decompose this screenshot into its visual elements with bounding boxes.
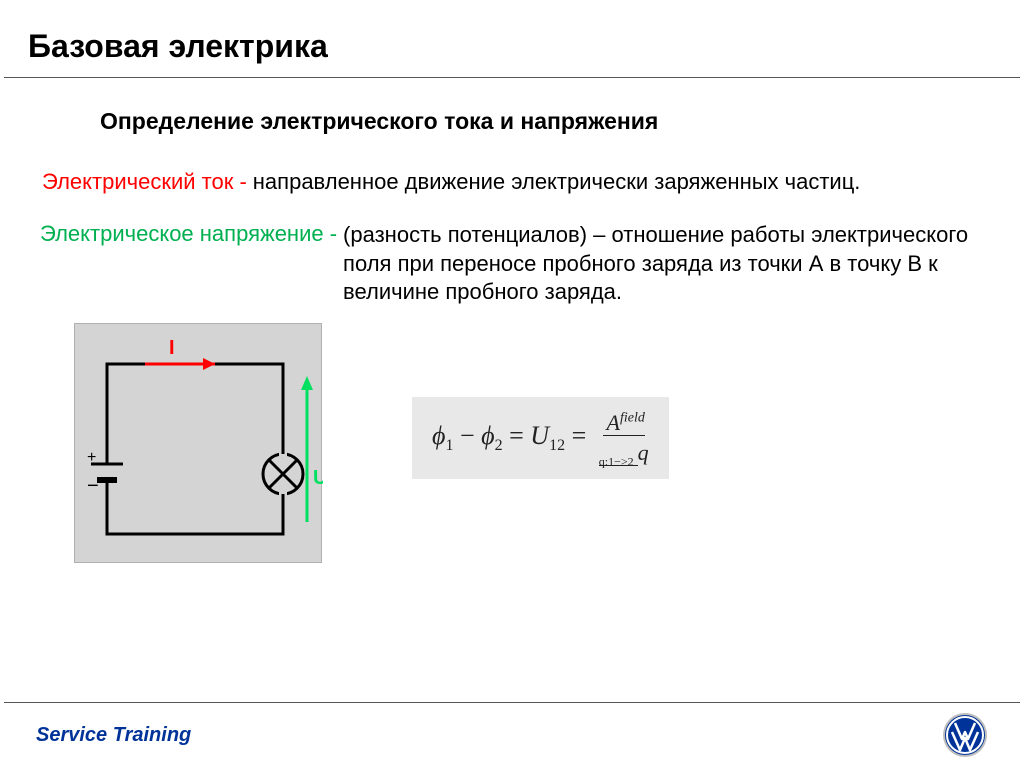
u12: U12 <box>530 421 565 450</box>
current-label: I <box>169 337 175 359</box>
footer: Service Training <box>0 703 1024 767</box>
circuit-svg: + − I <box>75 324 323 564</box>
term-current: Электрический ток - <box>40 169 247 195</box>
content-area: Определение электрического тока и напряж… <box>0 78 1024 563</box>
definition-voltage-text: (разность потенциалов) – отношение работ… <box>343 222 968 304</box>
subtitle: Определение электрического тока и напряж… <box>40 108 984 135</box>
definition-current: Электрический ток - направленное движени… <box>40 169 984 195</box>
phi2: ϕ2 <box>481 421 502 450</box>
vw-logo-icon <box>942 712 988 758</box>
battery-plus-label: + <box>87 449 96 466</box>
circuit-diagram: + − I <box>74 323 322 563</box>
formula: ϕ1 − ϕ2 = U12 = Afieldq:1−>2q <box>412 397 669 479</box>
slide-title: Базовая электрика <box>0 0 1024 77</box>
term-voltage: Электрическое напряжение - <box>40 221 337 247</box>
definition-current-text: направленное движение электрически заряж… <box>253 169 861 194</box>
fraction: Afieldq:1−>2q <box>599 407 649 469</box>
definition-voltage: Электрическое напряжение - (разность пот… <box>40 221 984 307</box>
battery-minus-label: − <box>87 475 99 497</box>
footer-text: Service Training <box>36 724 191 747</box>
phi1: ϕ1 <box>432 421 453 450</box>
